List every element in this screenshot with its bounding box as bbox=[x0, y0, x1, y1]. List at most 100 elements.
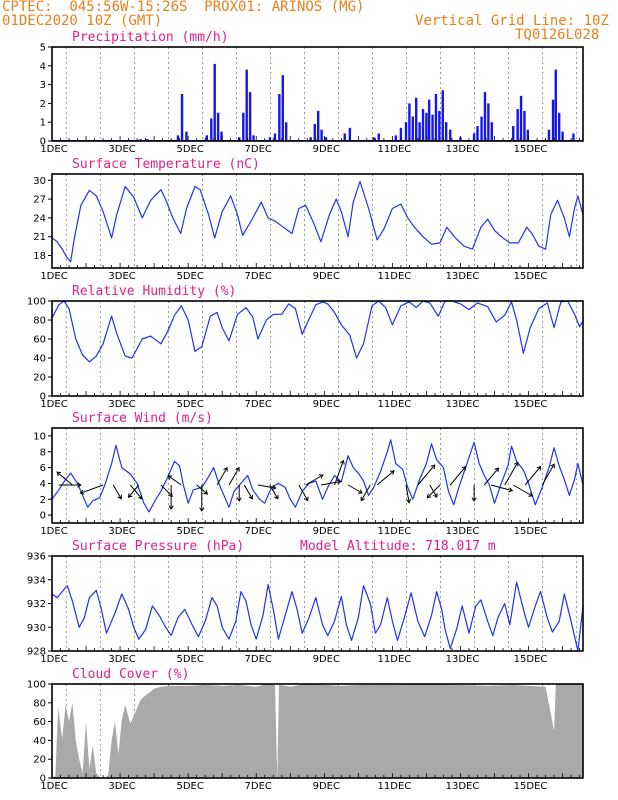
wind-x-date-label: 7DEC bbox=[245, 526, 272, 537]
wind-vector-arrow bbox=[512, 484, 533, 497]
precip-y-tick-label: 2 bbox=[40, 99, 46, 110]
wind-vector-arrowhead bbox=[461, 465, 467, 471]
wind-vector-arrow bbox=[129, 484, 143, 500]
wind-series-line bbox=[51, 439, 584, 513]
precip-bar bbox=[316, 110, 320, 141]
precip-bar bbox=[313, 124, 316, 141]
wind-vector-arrow bbox=[360, 484, 371, 501]
wind-vector-arrow bbox=[243, 484, 253, 500]
wind-vector-arrowhead bbox=[508, 487, 514, 493]
precip-bar bbox=[404, 122, 408, 141]
cloud-cover-area bbox=[52, 684, 583, 778]
wind-vector-arrow bbox=[405, 484, 410, 503]
wind-vector-arrow bbox=[347, 484, 363, 494]
precip-bar bbox=[242, 112, 245, 141]
precip-bar bbox=[268, 137, 272, 141]
wind-vector-arrow bbox=[483, 467, 499, 486]
precip-bar bbox=[441, 90, 444, 141]
precip-bar bbox=[487, 103, 490, 141]
press-x-date-label: 1DEC bbox=[40, 654, 67, 665]
wind-vector-arrow bbox=[305, 474, 324, 486]
precip-bar bbox=[252, 135, 255, 141]
precip-x-date-label: 13DEC bbox=[446, 144, 480, 155]
precip-bar bbox=[343, 133, 346, 141]
rh-x-date-label: 1DEC bbox=[40, 399, 67, 410]
wind-y-tick-label: 10 bbox=[33, 431, 46, 442]
temp-y-tick-label: 18 bbox=[33, 251, 46, 262]
cloud-panel-title: Cloud Cover (%) bbox=[72, 667, 189, 682]
precip-bar bbox=[320, 129, 323, 141]
wind-vector-arrowhead bbox=[494, 467, 500, 473]
rh-panel-title: Relative Humidity (%) bbox=[72, 284, 236, 299]
precip-bar bbox=[248, 92, 252, 141]
precip-bar bbox=[372, 137, 375, 141]
precip-y-tick-label: 3 bbox=[40, 80, 46, 91]
wind-vector-arrow bbox=[112, 484, 122, 500]
precip-bar bbox=[472, 133, 476, 141]
wind-vector-arrowhead bbox=[56, 471, 62, 477]
rh-x-date-label: 13DEC bbox=[446, 399, 480, 410]
rh-frame bbox=[51, 300, 584, 397]
rh-x-date-label: 5DEC bbox=[176, 399, 203, 410]
header-model-id: TQ0126L028 bbox=[515, 27, 600, 43]
precip-bar bbox=[421, 109, 425, 141]
cloud-y-tick-label: 40 bbox=[33, 736, 46, 747]
temp-x-date-label: 13DEC bbox=[446, 271, 480, 282]
wind-vector-arrowhead bbox=[274, 494, 279, 500]
press-y-tick-label: 930 bbox=[27, 623, 46, 634]
wind-x-date-label: 9DEC bbox=[313, 526, 340, 537]
precip-bar bbox=[245, 69, 248, 141]
precip-bar bbox=[213, 63, 216, 141]
cloud-panel bbox=[48, 683, 584, 779]
cloud-y-tick-label: 20 bbox=[33, 755, 46, 766]
precip-bar bbox=[431, 114, 434, 141]
cloud-x-date-label: 5DEC bbox=[176, 781, 203, 792]
precip-bar bbox=[526, 129, 530, 141]
wind-vector-arrow bbox=[320, 481, 341, 486]
precip-panel-title: Precipitation (mm/h) bbox=[72, 30, 229, 45]
precip-bar bbox=[399, 127, 403, 141]
wind-vector-arrow bbox=[56, 471, 73, 486]
precip-bar bbox=[476, 125, 479, 141]
temp-series-line bbox=[51, 180, 584, 263]
temp-x-date-label: 9DEC bbox=[313, 271, 340, 282]
precip-bar bbox=[348, 127, 352, 141]
temp-y-tick-label: 27 bbox=[33, 195, 46, 206]
wind-panel-title: Surface Wind (m/s) bbox=[72, 411, 213, 426]
rh-x-date-label: 11DEC bbox=[378, 399, 412, 410]
cloud-y-tick-label: 0 bbox=[40, 774, 46, 785]
wind-y-tick-label: 8 bbox=[40, 447, 46, 458]
wind-vector-arrowhead bbox=[236, 497, 242, 502]
temp-x-date-label: 7DEC bbox=[245, 271, 272, 282]
wind-vector-arrow bbox=[490, 484, 513, 492]
precip-bar bbox=[490, 122, 493, 141]
precip-bar bbox=[547, 129, 551, 141]
wind-x-date-label: 15DEC bbox=[514, 526, 548, 537]
cloud-x-date-label: 13DEC bbox=[446, 781, 480, 792]
wind-vector-arrowhead bbox=[513, 461, 519, 467]
wind-vector-arrowhead bbox=[318, 474, 324, 479]
cloud-x-date-label: 7DEC bbox=[245, 781, 272, 792]
precip-bar bbox=[281, 75, 284, 141]
precip-bar bbox=[278, 94, 281, 141]
precip-bar bbox=[220, 131, 223, 141]
wind-vector-arrowhead bbox=[426, 493, 432, 499]
wind-x-date-label: 1DEC bbox=[40, 526, 67, 537]
temp-panel bbox=[48, 173, 584, 269]
rh-x-date-label: 9DEC bbox=[313, 399, 340, 410]
wind-vector-arrow bbox=[426, 484, 441, 499]
wind-vector-arrowhead bbox=[137, 494, 143, 500]
wind-vector-arrowhead bbox=[199, 507, 205, 512]
wind-x-date-label: 11DEC bbox=[378, 526, 412, 537]
precip-bar bbox=[572, 133, 575, 141]
precip-y-tick-label: 0 bbox=[40, 137, 46, 148]
cloud-x-date-label: 3DEC bbox=[108, 781, 135, 792]
press-x-date-label: 3DEC bbox=[108, 654, 135, 665]
rh-x-date-label: 7DEC bbox=[245, 399, 272, 410]
wind-frame bbox=[51, 427, 584, 524]
wind-vector-arrow bbox=[541, 463, 555, 486]
wind-vector-arrowhead bbox=[168, 492, 173, 497]
cloud-y-tick-label: 60 bbox=[33, 717, 46, 728]
